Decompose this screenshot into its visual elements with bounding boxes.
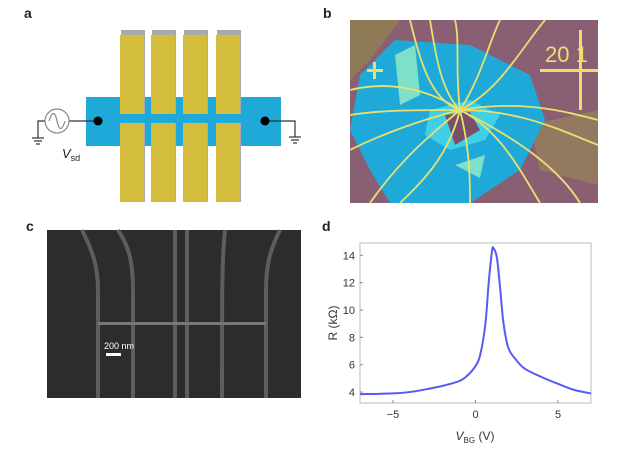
x-axis-label: VBG (V): [456, 429, 495, 445]
sem-channel: [98, 322, 266, 325]
x-tick-label: −5: [387, 409, 400, 421]
panel-c-label: c: [26, 218, 34, 234]
scale-bar: [106, 353, 121, 356]
marker-text: 20 1: [545, 42, 588, 67]
vsd-label: Vsd: [62, 146, 80, 163]
y-tick-label: 14: [343, 250, 355, 262]
plot-frame: [359, 242, 592, 404]
circuit-wires: [32, 120, 301, 145]
leads: [350, 20, 598, 203]
contact-right: [260, 116, 270, 126]
resistance-curve: [359, 246, 592, 396]
x-tick-label: 5: [555, 409, 561, 421]
y-tick-label: 4: [349, 387, 355, 399]
contact-left: [93, 116, 103, 126]
y-tick-label: 10: [343, 305, 355, 317]
panel-d-label: d: [322, 218, 331, 234]
panel-a-label: a: [24, 5, 32, 21]
alignment-marks: [367, 30, 598, 110]
ac-source-icon: [44, 108, 70, 134]
y-axis-label: R (kΩ): [326, 306, 340, 341]
y-tick-label: 8: [349, 332, 355, 344]
panel-b-label: b: [323, 5, 332, 21]
electrodes: [86, 30, 281, 202]
x-tick-label: 0: [472, 409, 478, 421]
y-tick-label: 12: [343, 278, 355, 290]
y-tick-label: 6: [349, 360, 355, 372]
scale-bar-label: 200 nm: [104, 341, 134, 351]
sem-electrodes: [80, 228, 282, 399]
